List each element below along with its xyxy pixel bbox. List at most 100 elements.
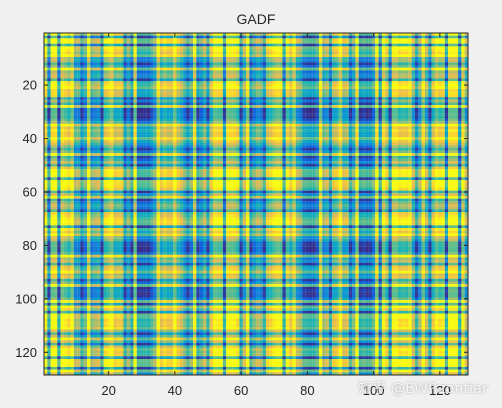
- heatmap-cell: [219, 89, 223, 92]
- heatmap-cell: [342, 57, 346, 60]
- heatmap-cell: [193, 91, 197, 95]
- heatmap-cell: [206, 73, 210, 76]
- heatmap-cell: [391, 113, 396, 116]
- heatmap-cell: [338, 102, 343, 106]
- heatmap-cell: [179, 107, 184, 111]
- heatmap-cell: [368, 129, 372, 132]
- heatmap-cell: [405, 97, 409, 100]
- heatmap-cell: [163, 131, 167, 135]
- heatmap-cell: [285, 35, 290, 39]
- heatmap-cell: [315, 73, 319, 76]
- heatmap-cell: [285, 83, 290, 87]
- heatmap-cell: [438, 81, 442, 84]
- heatmap-cell: [130, 121, 134, 124]
- heatmap-cell: [116, 43, 121, 47]
- heatmap-cell: [328, 113, 333, 116]
- heatmap-cell: [362, 115, 366, 119]
- heatmap-cell: [242, 91, 247, 95]
- heatmap-cell: [421, 123, 425, 127]
- heatmap-cell: [444, 99, 449, 103]
- heatmap-cell: [103, 107, 107, 111]
- heatmap-cell: [212, 121, 217, 124]
- heatmap-cell: [289, 38, 293, 42]
- heatmap-cell: [44, 49, 48, 52]
- heatmap-cell: [150, 97, 154, 100]
- heatmap-cell: [458, 91, 462, 95]
- heatmap-cell: [163, 134, 167, 138]
- heatmap-cell: [289, 131, 293, 135]
- heatmap-cell: [365, 126, 369, 130]
- heatmap-cell: [275, 67, 280, 71]
- heatmap-cell: [63, 70, 68, 74]
- heatmap-cell: [405, 33, 409, 36]
- heatmap-cell: [348, 67, 353, 71]
- heatmap-cell: [166, 121, 170, 124]
- heatmap-cell: [63, 62, 68, 66]
- heatmap-cell: [60, 94, 64, 98]
- heatmap-cell: [434, 46, 439, 50]
- heatmap-cell: [209, 73, 213, 76]
- heatmap-cell: [289, 49, 293, 52]
- heatmap-cell: [355, 41, 359, 44]
- heatmap-cell: [203, 83, 207, 87]
- heatmap-cell: [216, 123, 220, 127]
- heatmap-cell: [318, 121, 323, 124]
- heatmap-cell: [249, 65, 253, 68]
- heatmap-cell: [106, 65, 111, 68]
- heatmap-cell: [464, 91, 469, 95]
- heatmap-cell: [116, 102, 121, 106]
- heatmap-cell: [44, 89, 48, 92]
- heatmap-cell: [385, 43, 389, 47]
- heatmap-cell: [173, 62, 177, 66]
- heatmap-cell: [159, 126, 164, 130]
- heatmap-cell: [438, 46, 442, 50]
- heatmap-cell: [146, 83, 151, 87]
- heatmap-cell: [212, 70, 217, 74]
- heatmap-cell: [398, 121, 402, 124]
- heatmap-cell: [196, 102, 200, 106]
- heatmap-cell: [246, 54, 250, 58]
- heatmap-cell: [265, 51, 270, 55]
- heatmap-cell: [309, 41, 313, 44]
- heatmap-cell: [365, 51, 369, 55]
- heatmap-cell: [123, 41, 127, 44]
- heatmap-cell: [173, 78, 177, 82]
- heatmap-cell: [146, 129, 151, 132]
- heatmap-cell: [332, 91, 336, 95]
- heatmap-cell: [345, 73, 349, 76]
- heatmap-cell: [80, 33, 84, 36]
- heatmap-cell: [166, 83, 170, 87]
- heatmap-cell: [116, 118, 121, 122]
- heatmap-cell: [444, 70, 449, 74]
- heatmap-cell: [322, 75, 326, 79]
- heatmap-cell: [312, 105, 316, 108]
- heatmap-cell: [332, 65, 336, 68]
- heatmap-cell: [328, 123, 333, 127]
- heatmap-cell: [87, 99, 91, 103]
- heatmap-cell: [246, 70, 250, 74]
- heatmap-cell: [156, 65, 160, 68]
- heatmap-cell: [63, 46, 68, 50]
- heatmap-cell: [239, 126, 243, 130]
- heatmap-cell: [368, 91, 372, 95]
- heatmap-cell: [57, 121, 61, 124]
- heatmap-cell: [458, 57, 462, 60]
- heatmap-cell: [411, 67, 416, 71]
- heatmap-cell: [242, 121, 247, 124]
- heatmap-cell: [159, 131, 164, 135]
- heatmap-cell: [209, 57, 213, 60]
- heatmap-cell: [123, 57, 127, 60]
- heatmap-cell: [143, 67, 147, 71]
- heatmap-cell: [378, 131, 382, 135]
- heatmap-cell: [431, 67, 435, 71]
- heatmap-cell: [405, 110, 409, 114]
- heatmap-cell: [57, 94, 61, 98]
- heatmap-cell: [110, 35, 114, 39]
- heatmap-cell: [83, 43, 88, 47]
- heatmap-cell: [358, 57, 363, 60]
- heatmap-cell: [299, 83, 303, 87]
- heatmap-cell: [269, 35, 273, 39]
- heatmap-cell: [232, 110, 237, 114]
- heatmap-cell: [381, 123, 386, 127]
- heatmap-cell: [156, 35, 160, 39]
